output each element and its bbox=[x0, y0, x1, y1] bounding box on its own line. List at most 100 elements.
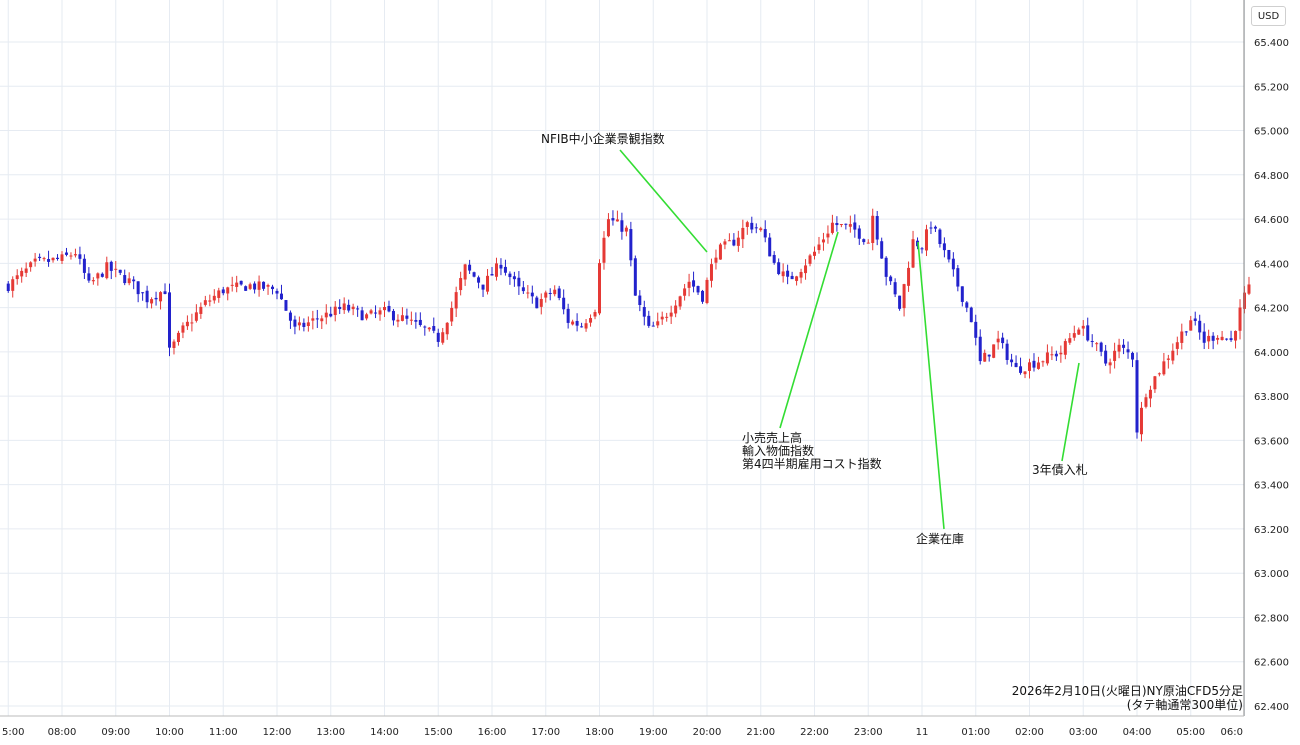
annotation-label: NFIB中小企業景観指数 bbox=[541, 131, 665, 146]
candle-body bbox=[351, 306, 355, 310]
candle-body bbox=[647, 315, 651, 326]
price-tick-label: 65.000 bbox=[1254, 127, 1289, 138]
candle-body bbox=[1072, 333, 1076, 338]
candle-body bbox=[620, 220, 624, 232]
candle-body bbox=[51, 257, 55, 261]
annotation-label: 小売売上高 bbox=[742, 430, 802, 445]
price-tick-label: 63.200 bbox=[1254, 525, 1289, 536]
candle-body bbox=[1063, 341, 1067, 355]
candle-body bbox=[1189, 320, 1193, 331]
candle-body bbox=[159, 292, 163, 302]
candle-body bbox=[47, 259, 51, 262]
candle-body bbox=[24, 268, 28, 273]
time-tick-label: 20:00 bbox=[693, 727, 722, 738]
candle-body bbox=[20, 270, 24, 277]
candle-body bbox=[333, 306, 337, 316]
annotation-label: 輸入物価指数 bbox=[742, 443, 814, 458]
candle-body bbox=[902, 284, 906, 309]
candle-body bbox=[226, 287, 230, 294]
candle-body bbox=[808, 255, 812, 264]
candle-body bbox=[862, 239, 866, 243]
candle-body bbox=[127, 278, 131, 284]
candle-body bbox=[11, 279, 15, 291]
candle-body bbox=[1225, 338, 1229, 340]
currency-selector[interactable]: USD bbox=[1251, 6, 1286, 26]
caption-subtitle: (タテ軸通常300単位) bbox=[1126, 698, 1243, 712]
candle-body bbox=[163, 291, 167, 294]
candle-body bbox=[275, 290, 279, 294]
candle-body bbox=[1166, 358, 1170, 360]
candle-body bbox=[593, 312, 597, 317]
candle-body bbox=[1153, 376, 1157, 390]
candle-body bbox=[1023, 371, 1027, 375]
candle-body bbox=[418, 319, 422, 326]
candle-body bbox=[230, 284, 234, 286]
candle-body bbox=[29, 262, 33, 268]
candle-body bbox=[1019, 366, 1023, 373]
candle-body bbox=[306, 322, 310, 327]
candle-body bbox=[580, 326, 584, 328]
candle-body bbox=[557, 288, 561, 298]
candle-body bbox=[185, 321, 189, 327]
candle-body bbox=[136, 281, 140, 295]
candle-body bbox=[754, 227, 758, 229]
candle-body bbox=[123, 275, 127, 284]
candle-body bbox=[118, 269, 122, 273]
candle-body bbox=[1216, 337, 1220, 340]
candle-body bbox=[365, 314, 369, 319]
time-tick-label: 01:00 bbox=[961, 727, 990, 738]
candle-body bbox=[1175, 342, 1179, 349]
candle-body bbox=[1148, 389, 1152, 399]
candle-body bbox=[96, 273, 100, 279]
candle-body bbox=[638, 295, 642, 306]
time-tick-label: 05:00 bbox=[1176, 727, 1205, 738]
candle-body bbox=[459, 278, 463, 291]
candle-body bbox=[1157, 373, 1161, 375]
candle-body bbox=[969, 307, 973, 323]
candle-body bbox=[938, 229, 942, 245]
candle-body bbox=[983, 352, 987, 362]
annotation-leader-line bbox=[619, 149, 708, 253]
price-tick-label: 64.800 bbox=[1254, 171, 1289, 182]
candle-body bbox=[853, 222, 857, 230]
time-tick-label: 23:00 bbox=[854, 727, 883, 738]
candle-body bbox=[1081, 325, 1085, 329]
candle-body bbox=[960, 286, 964, 302]
candle-body bbox=[42, 258, 46, 260]
candle-body bbox=[324, 312, 328, 318]
candle-body bbox=[539, 298, 543, 307]
candle-body bbox=[1077, 329, 1081, 335]
time-tick-label: 15:00 bbox=[424, 727, 453, 738]
candle-body bbox=[338, 306, 342, 310]
candle-body bbox=[562, 297, 566, 310]
candle-body bbox=[772, 254, 776, 263]
candle-body bbox=[786, 270, 790, 277]
price-tick-label: 62.800 bbox=[1254, 613, 1289, 624]
candle-body bbox=[15, 275, 19, 280]
candle-body bbox=[907, 267, 911, 286]
candle-body bbox=[1220, 336, 1224, 341]
candle-body bbox=[602, 237, 606, 263]
time-tick-label: 14:00 bbox=[370, 727, 399, 738]
candle-body bbox=[248, 284, 252, 289]
candle-body bbox=[584, 323, 588, 329]
candle-body bbox=[212, 295, 216, 301]
price-tick-label: 65.400 bbox=[1254, 38, 1289, 49]
candle-body bbox=[1180, 331, 1184, 343]
candle-body bbox=[503, 266, 507, 273]
candle-body bbox=[817, 244, 821, 251]
candle-body bbox=[1126, 349, 1130, 353]
candle-body bbox=[1198, 320, 1202, 333]
candle-body bbox=[598, 263, 601, 314]
candle-body bbox=[736, 237, 740, 246]
annotation-label: 企業在庫 bbox=[916, 531, 964, 546]
candle-body bbox=[271, 286, 275, 290]
candle-body bbox=[432, 326, 436, 331]
candle-body bbox=[69, 255, 73, 257]
candle-body bbox=[951, 258, 955, 270]
candle-body bbox=[369, 310, 373, 314]
candle-body bbox=[235, 282, 239, 287]
candle-body bbox=[866, 242, 870, 244]
candle-body bbox=[1202, 331, 1206, 343]
